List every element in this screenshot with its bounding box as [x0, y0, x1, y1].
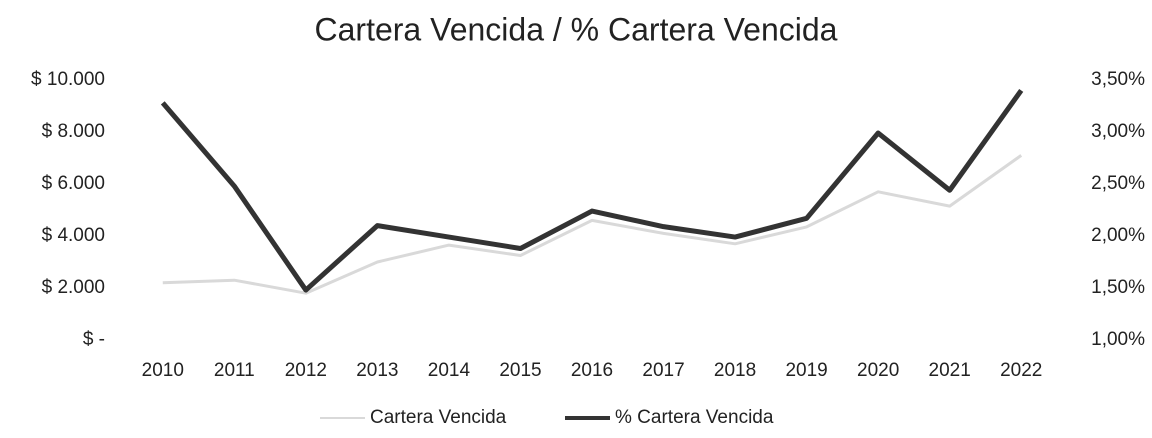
y2-tick-label: 3,50% — [1091, 69, 1145, 90]
y-tick-label: $ - — [83, 329, 105, 350]
y2-tick-label: 1,00% — [1091, 329, 1145, 350]
x-tick-label: 2020 — [857, 360, 899, 381]
x-tick-label: 2016 — [571, 360, 613, 381]
x-tick-label: 2017 — [642, 360, 684, 381]
x-tick-label: 2013 — [356, 360, 398, 381]
y-tick-label: $ 6.000 — [42, 173, 105, 194]
y2-tick-label: 2,00% — [1091, 225, 1145, 246]
x-tick-label: 2019 — [785, 360, 827, 381]
x-tick-label: 2015 — [499, 360, 541, 381]
x-tick-label: 2010 — [142, 360, 184, 381]
y-tick-label: $ 2.000 — [42, 277, 105, 298]
y2-tick-label: 2,50% — [1091, 173, 1145, 194]
y-tick-label: $ 4.000 — [42, 225, 105, 246]
y2-tick-label: 1,50% — [1091, 277, 1145, 298]
legend-label: % Cartera Vencida — [615, 407, 774, 428]
x-tick-label: 2021 — [929, 360, 971, 381]
x-tick-label: 2012 — [285, 360, 327, 381]
x-tick-label: 2011 — [214, 360, 255, 381]
chart-title: Cartera Vencida / % Cartera Vencida — [315, 11, 838, 47]
x-tick-label: 2018 — [714, 360, 756, 381]
line-series — [162, 154, 1023, 295]
y-tick-label: $ 8.000 — [42, 121, 105, 142]
x-tick-label: 2014 — [428, 360, 471, 381]
y-tick-label: $ 10.000 — [31, 69, 105, 90]
y2-tick-label: 3,00% — [1091, 121, 1145, 142]
x-tick-label: 2022 — [1000, 360, 1042, 381]
legend-label: Cartera Vencida — [370, 407, 507, 428]
line-series — [160, 88, 1024, 293]
